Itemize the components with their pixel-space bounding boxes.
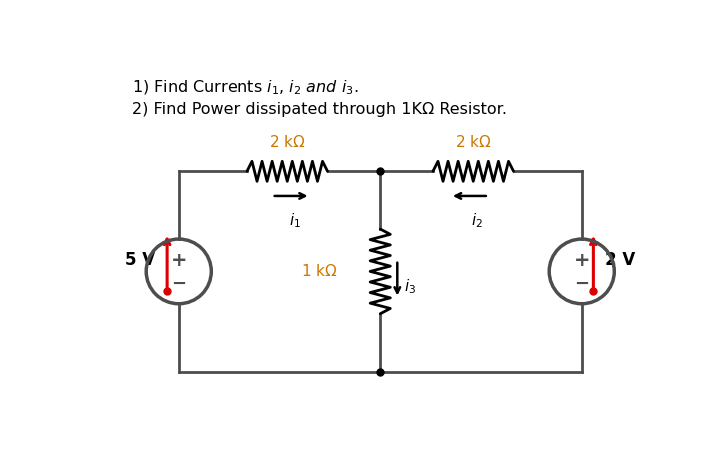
- Text: 2 V: 2 V: [605, 251, 635, 269]
- Text: 2 k$\Omega$: 2 k$\Omega$: [269, 134, 305, 150]
- Text: 2 k$\Omega$: 2 k$\Omega$: [455, 134, 491, 150]
- Text: $i_1$: $i_1$: [289, 211, 301, 230]
- Text: −: −: [171, 275, 186, 292]
- Text: +: +: [574, 251, 590, 270]
- Text: 5 V: 5 V: [125, 251, 156, 269]
- Text: −: −: [574, 275, 589, 292]
- Text: $i_2$: $i_2$: [471, 211, 483, 230]
- Text: $i_3$: $i_3$: [404, 278, 416, 296]
- Text: 1) Find Currents $i_1$, $i_2$ $and$ $i_3$.: 1) Find Currents $i_1$, $i_2$ $and$ $i_3…: [132, 79, 358, 97]
- Text: 1 k$\Omega$: 1 k$\Omega$: [301, 263, 338, 279]
- Text: 2) Find Power dissipated through 1KΩ Resistor.: 2) Find Power dissipated through 1KΩ Res…: [132, 102, 507, 117]
- Text: +: +: [171, 251, 187, 270]
